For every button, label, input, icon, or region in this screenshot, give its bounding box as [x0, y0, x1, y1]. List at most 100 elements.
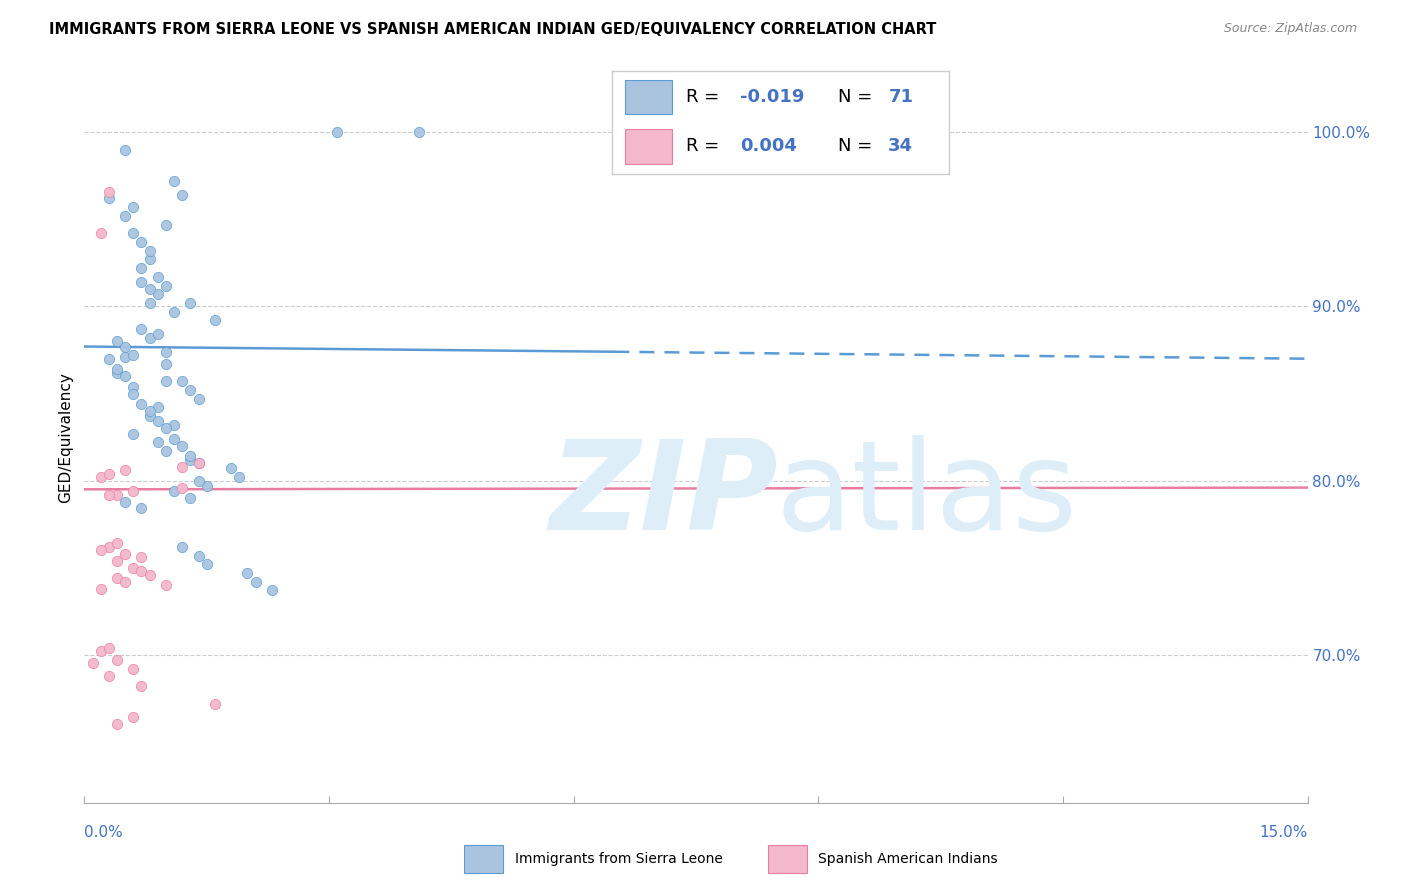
- Text: R =: R =: [686, 137, 725, 155]
- Y-axis label: GED/Equivalency: GED/Equivalency: [58, 372, 73, 502]
- Point: [179, 491, 201, 505]
- Point: [204, 313, 226, 327]
- Bar: [768, 845, 807, 872]
- Point: [105, 571, 128, 585]
- Point: [204, 697, 226, 711]
- Point: [179, 383, 201, 397]
- Point: [163, 304, 186, 318]
- Point: [105, 366, 128, 380]
- Point: [138, 404, 160, 418]
- Point: [187, 456, 209, 470]
- Point: [131, 679, 153, 693]
- Point: [122, 379, 145, 393]
- Point: [105, 653, 128, 667]
- Point: [146, 327, 169, 342]
- Point: [138, 331, 160, 345]
- Point: [97, 351, 120, 366]
- Point: [90, 543, 112, 558]
- Point: [114, 547, 136, 561]
- Point: [122, 662, 145, 676]
- Point: [163, 417, 186, 432]
- Point: [228, 470, 250, 484]
- Point: [260, 583, 283, 598]
- Point: [105, 554, 128, 568]
- Point: [114, 209, 136, 223]
- Point: [163, 174, 186, 188]
- Point: [97, 668, 120, 682]
- Point: [90, 227, 112, 241]
- Bar: [464, 845, 503, 872]
- Point: [97, 185, 120, 199]
- Point: [155, 375, 177, 389]
- Text: N =: N =: [838, 88, 877, 106]
- Text: IMMIGRANTS FROM SIERRA LEONE VS SPANISH AMERICAN INDIAN GED/EQUIVALENCY CORRELAT: IMMIGRANTS FROM SIERRA LEONE VS SPANISH …: [49, 22, 936, 37]
- Point: [172, 481, 194, 495]
- Point: [105, 334, 128, 349]
- Point: [90, 470, 112, 484]
- Point: [187, 474, 209, 488]
- Point: [131, 501, 153, 516]
- Text: 34: 34: [889, 137, 914, 155]
- Point: [163, 432, 186, 446]
- Point: [122, 426, 145, 441]
- Point: [146, 287, 169, 301]
- Point: [155, 344, 177, 359]
- Point: [195, 558, 218, 572]
- Point: [131, 564, 153, 578]
- Point: [114, 143, 136, 157]
- Point: [97, 487, 120, 501]
- Text: 0.0%: 0.0%: [84, 825, 124, 840]
- Point: [90, 582, 112, 596]
- Point: [114, 350, 136, 364]
- Bar: [626, 128, 672, 163]
- Point: [236, 566, 259, 580]
- Point: [97, 540, 120, 554]
- Text: -0.019: -0.019: [740, 88, 804, 106]
- Point: [138, 282, 160, 296]
- Point: [155, 578, 177, 592]
- Text: Spanish American Indians: Spanish American Indians: [818, 852, 998, 865]
- Point: [187, 392, 209, 406]
- Point: [195, 479, 218, 493]
- Point: [131, 275, 153, 289]
- Bar: [626, 79, 672, 114]
- Point: [326, 125, 349, 139]
- Text: ZIP: ZIP: [550, 435, 778, 556]
- Point: [114, 369, 136, 384]
- Text: 0.004: 0.004: [740, 137, 797, 155]
- Point: [138, 567, 160, 582]
- Point: [114, 574, 136, 589]
- Point: [172, 459, 194, 474]
- Point: [138, 409, 160, 424]
- Point: [172, 188, 194, 202]
- Point: [138, 296, 160, 310]
- Point: [105, 717, 128, 731]
- Point: [146, 401, 169, 415]
- Point: [219, 461, 242, 475]
- Text: atlas: atlas: [776, 435, 1077, 556]
- Point: [114, 463, 136, 477]
- Point: [179, 296, 201, 310]
- Point: [131, 397, 153, 411]
- Point: [97, 467, 120, 481]
- Point: [122, 386, 145, 401]
- Point: [90, 644, 112, 658]
- Point: [138, 252, 160, 267]
- Point: [187, 456, 209, 470]
- Point: [172, 540, 194, 554]
- Point: [122, 348, 145, 362]
- Point: [122, 710, 145, 724]
- Text: 15.0%: 15.0%: [1260, 825, 1308, 840]
- Text: Immigrants from Sierra Leone: Immigrants from Sierra Leone: [515, 852, 723, 865]
- Point: [122, 200, 145, 214]
- Point: [155, 357, 177, 371]
- Point: [146, 435, 169, 450]
- Point: [114, 494, 136, 508]
- Point: [122, 484, 145, 499]
- Point: [122, 227, 145, 241]
- Point: [172, 375, 194, 389]
- Point: [114, 339, 136, 353]
- Point: [146, 269, 169, 284]
- Point: [146, 414, 169, 428]
- Point: [105, 536, 128, 550]
